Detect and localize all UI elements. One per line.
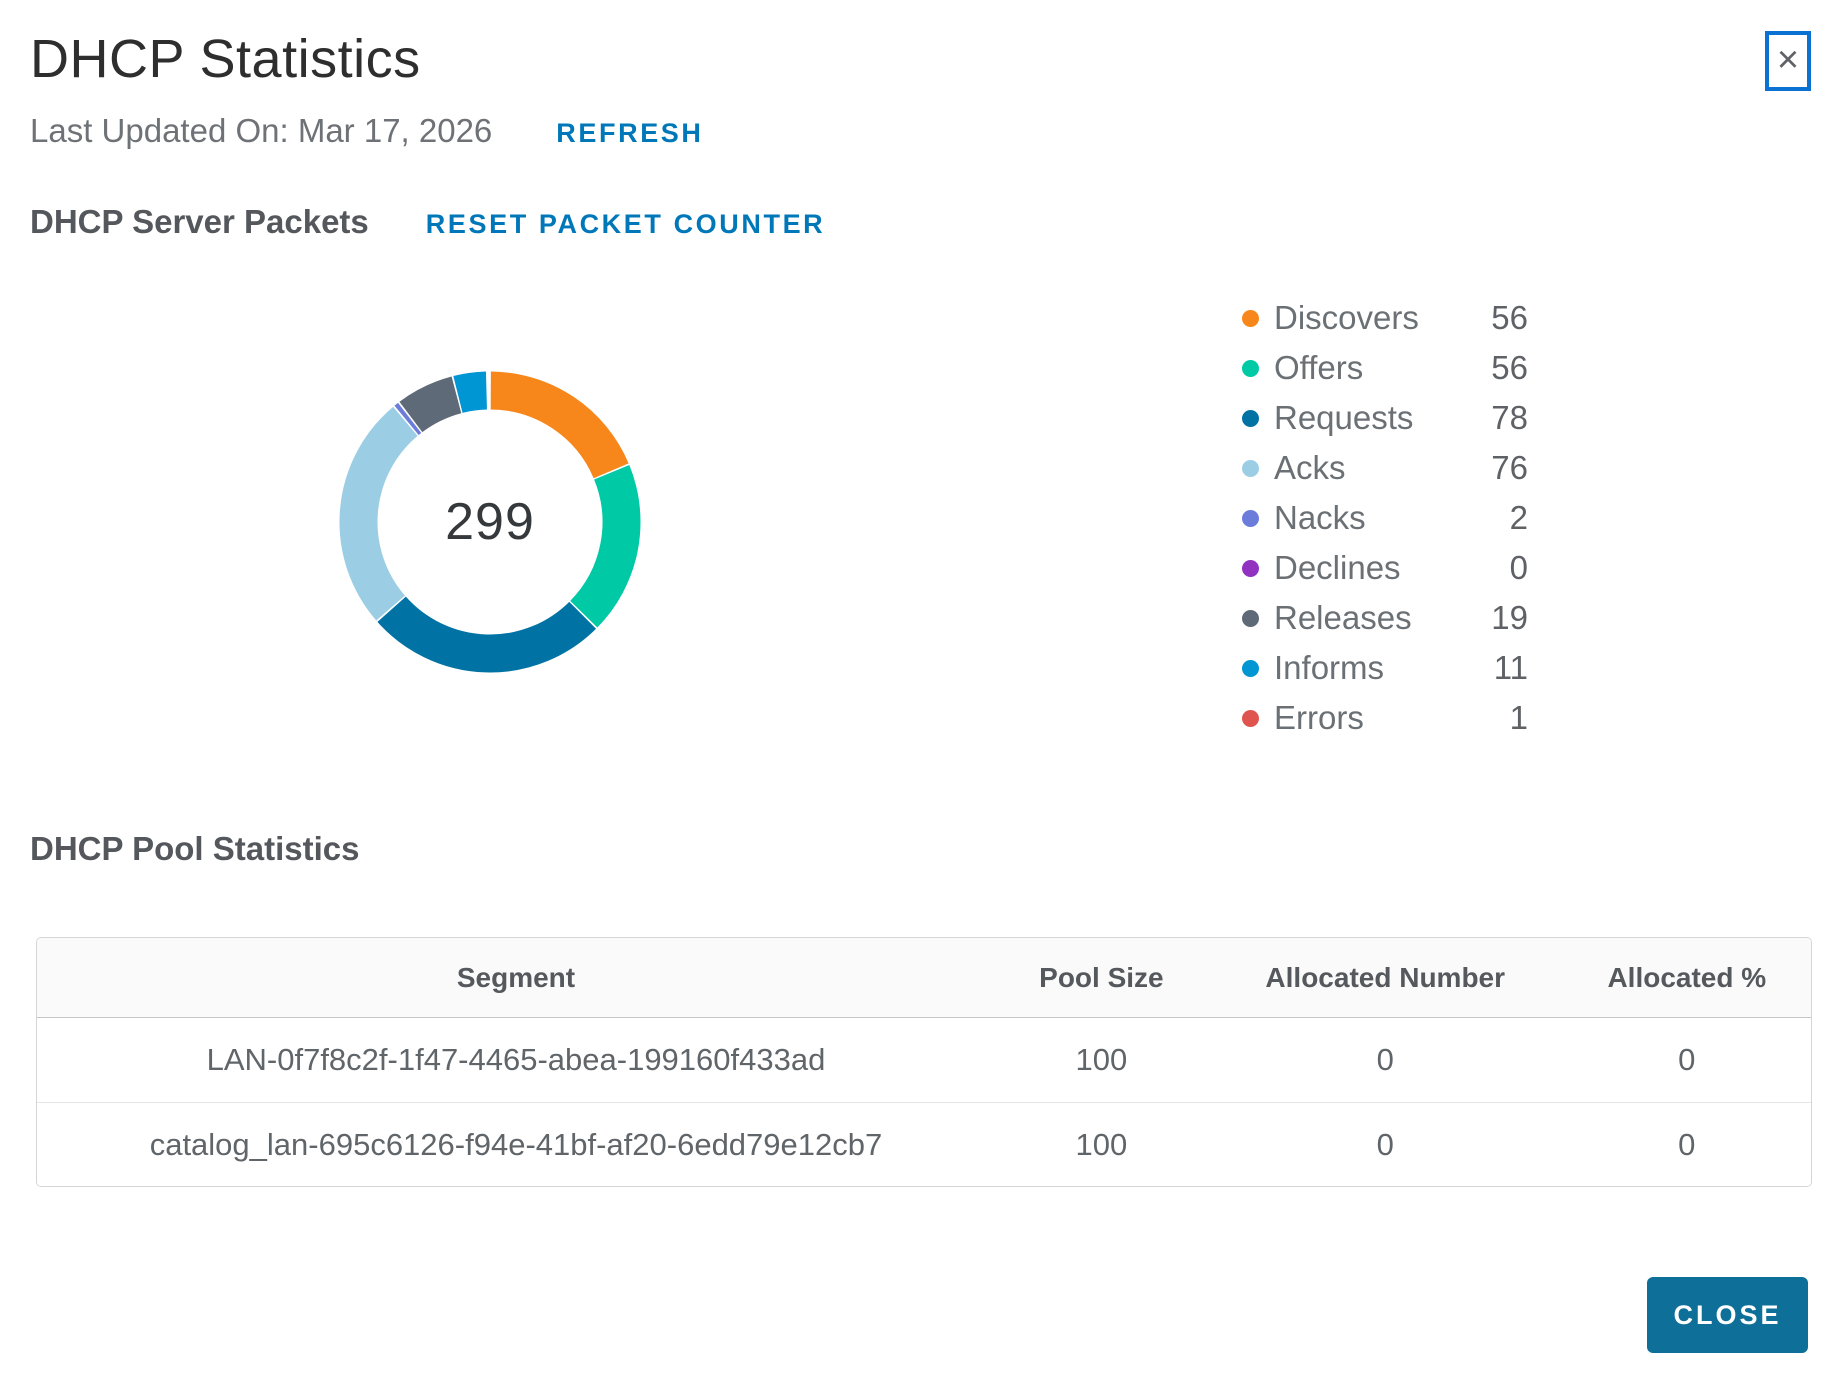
legend-dot-icon (1242, 609, 1259, 627)
legend-dot-icon (1242, 709, 1259, 727)
cell-pool-size: 100 (1075, 1042, 1128, 1077)
legend-dot-icon (1242, 509, 1259, 527)
legend-item-offers: Offers 56 (1242, 343, 1528, 393)
column-header-pool-size: Pool Size (1039, 961, 1164, 993)
table-row: LAN-0f7f8c2f-1f47-4465-abea-199160f433ad… (37, 1018, 1811, 1102)
legend-label: Requests (1274, 399, 1414, 436)
legend-label: Errors (1274, 699, 1364, 736)
legend-value: 76 (1491, 449, 1528, 486)
legend-value: 11 (1493, 649, 1528, 686)
page-title: DHCP Statistics (30, 29, 421, 89)
donut-svg (339, 371, 641, 673)
legend-value: 2 (1509, 499, 1528, 536)
legend-label: Declines (1274, 549, 1401, 586)
legend-item-declines: Declines 0 (1242, 543, 1528, 593)
cell-segment: LAN-0f7f8c2f-1f47-4465-abea-199160f433ad (206, 1042, 826, 1077)
column-header-allocated-pct: Allocated % (1607, 961, 1767, 993)
refresh-link[interactable]: REFRESH (556, 118, 704, 148)
donut-segment-requests (377, 596, 597, 673)
legend-dot-icon (1242, 409, 1259, 427)
legend-item-acks: Acks 76 (1242, 443, 1528, 493)
chart-legend: Discovers 56 Offers 56 Requests 78 Acks … (1242, 293, 1528, 743)
column-header-segment: Segment (456, 961, 576, 993)
table-row: catalog_lan-695c6126-f94e-41bf-af20-6edd… (37, 1102, 1811, 1186)
cell-allocated-number: 0 (1376, 1042, 1394, 1077)
pool-section-title: DHCP Pool Statistics (30, 830, 360, 867)
legend-item-informs: Informs 11 (1242, 643, 1528, 693)
legend-label: Informs (1274, 649, 1385, 686)
legend-dot-icon (1242, 559, 1259, 577)
close-button[interactable]: CLOSE (1647, 1277, 1808, 1353)
donut-total-value: 299 (445, 493, 535, 551)
reset-packet-counter-link[interactable]: RESET PACKET COUNTER (425, 209, 826, 239)
donut-segment-releases (399, 376, 462, 433)
legend-dot-icon (1242, 309, 1259, 327)
cell-allocated-pct: 0 (1678, 1126, 1696, 1162)
donut-segment-acks (339, 406, 418, 621)
legend-value: 19 (1491, 599, 1528, 636)
legend-value: 56 (1491, 299, 1528, 336)
dhcp-packets-donut-chart: 299 (325, 357, 655, 687)
legend-label: Discovers (1274, 299, 1419, 336)
cell-segment: catalog_lan-695c6126-f94e-41bf-af20-6edd… (149, 1126, 883, 1162)
column-header-allocated-number: Allocated Number (1265, 961, 1506, 993)
legend-value: 78 (1491, 399, 1528, 436)
packets-section-title: DHCP Server Packets (30, 203, 369, 240)
legend-item-requests: Requests 78 (1242, 393, 1528, 443)
cell-allocated-pct: 0 (1678, 1042, 1696, 1077)
dhcp-pool-table: Segment Pool Size Allocated Number Alloc… (36, 937, 1812, 1187)
legend-value: 56 (1491, 349, 1528, 386)
cell-pool-size: 100 (1075, 1126, 1128, 1162)
legend-item-discovers: Discovers 56 (1242, 293, 1528, 343)
legend-value: 1 (1509, 699, 1528, 736)
donut-segment-discovers (490, 371, 629, 479)
close-icon: × (1776, 39, 1800, 81)
legend-dot-icon (1242, 359, 1259, 377)
table-header-row: Segment Pool Size Allocated Number Alloc… (37, 938, 1811, 1018)
legend-item-releases: Releases 19 (1242, 593, 1528, 643)
donut-segment-informs (453, 371, 488, 414)
legend-label: Releases (1274, 599, 1412, 636)
donut-segment-offers (569, 465, 641, 628)
legend-dot-icon (1242, 659, 1259, 677)
legend-item-errors: Errors 1 (1242, 693, 1528, 743)
legend-dot-icon (1242, 459, 1259, 477)
donut-segment-nacks (394, 402, 422, 436)
legend-label: Acks (1274, 449, 1346, 486)
last-updated-row: Last Updated On: Mar 17, 2026 REFRESH (30, 112, 704, 150)
cell-allocated-number: 0 (1376, 1126, 1394, 1162)
legend-value: 0 (1509, 549, 1528, 586)
legend-item-nacks: Nacks 2 (1242, 493, 1528, 543)
legend-label: Offers (1274, 349, 1364, 386)
legend-label: Nacks (1274, 499, 1366, 536)
packets-section-header: DHCP Server Packets RESET PACKET COUNTER (30, 203, 825, 241)
dialog-close-button[interactable]: × (1765, 31, 1811, 91)
last-updated-text: Last Updated On: Mar 17, 2026 (30, 112, 493, 149)
